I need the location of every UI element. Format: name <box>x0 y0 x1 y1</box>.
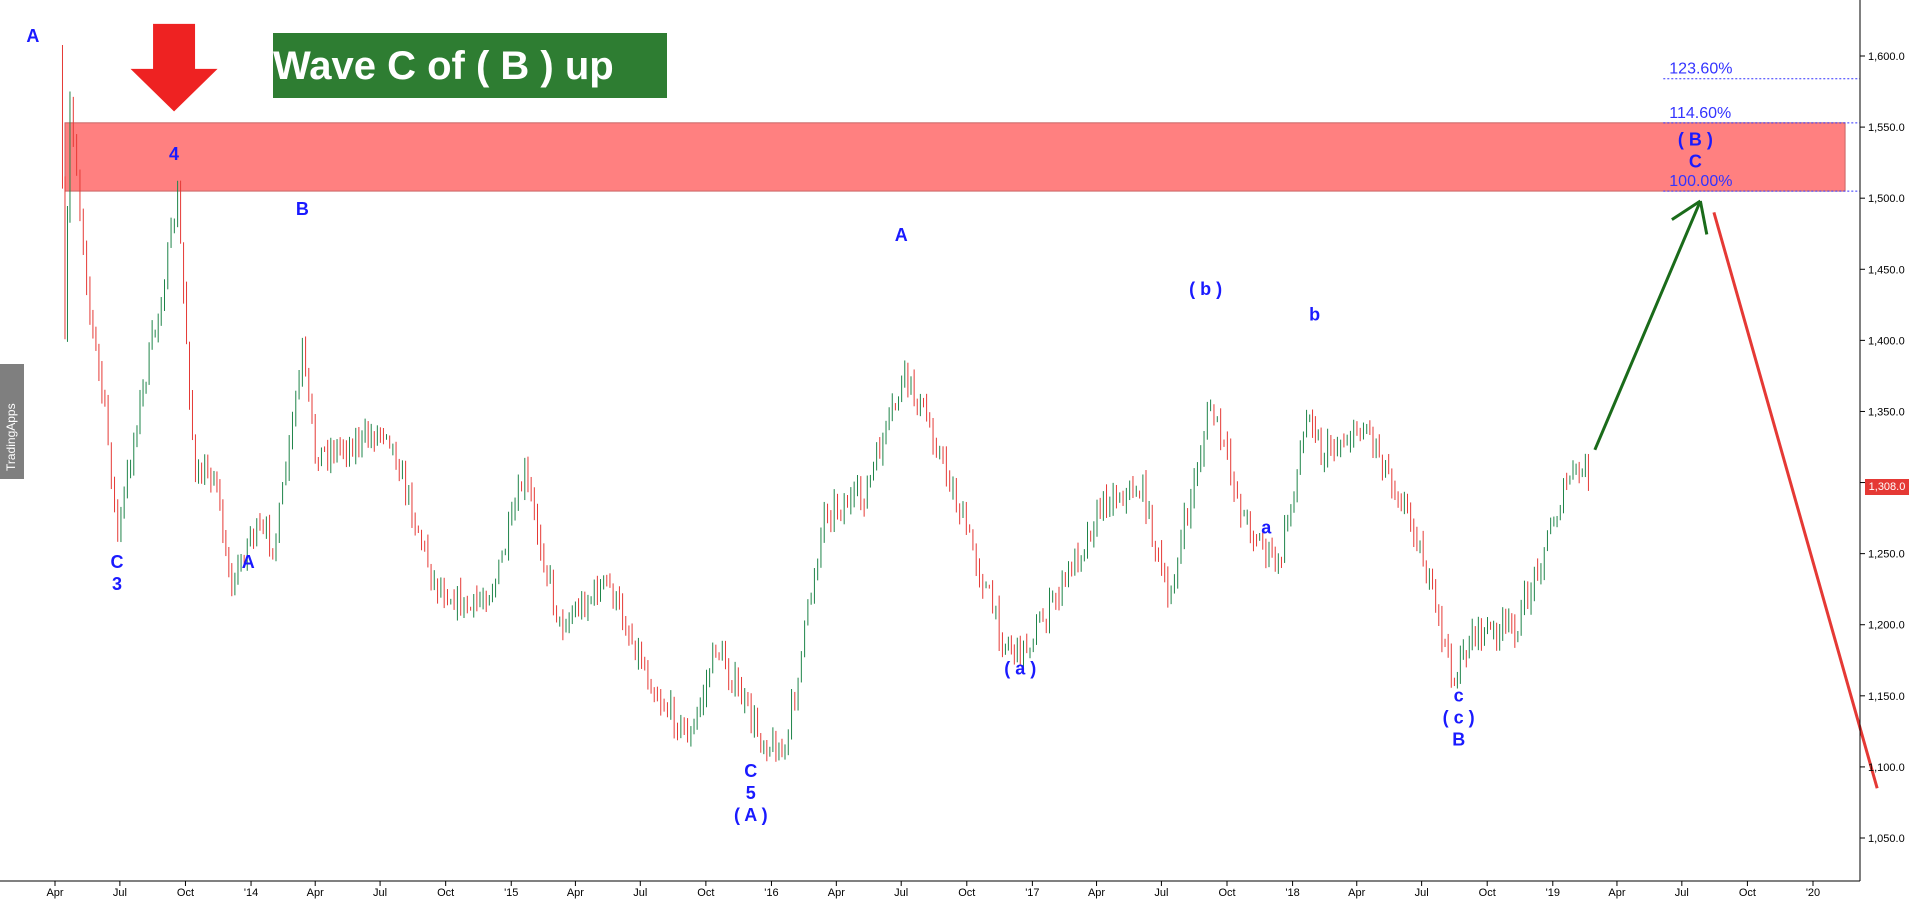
x-tick-label: '20 <box>1806 887 1820 899</box>
projection-arrowhead <box>1671 199 1702 221</box>
x-tick-label: Oct <box>1739 887 1756 899</box>
fib-label: 114.60% <box>1669 105 1731 122</box>
candles-layer <box>61 44 1589 762</box>
wave-label: C <box>1689 152 1702 172</box>
x-tick-label: Apr <box>567 887 584 899</box>
y-tick-label: 1,350.0 <box>1868 406 1905 418</box>
wave-label: ( b ) <box>1189 279 1222 299</box>
wave-label: 4 <box>169 144 179 164</box>
y-tick-label: 1,050.0 <box>1868 833 1905 845</box>
x-tick-label: Oct <box>1218 887 1235 899</box>
x-tick-label: Oct <box>697 887 714 899</box>
chart-title: Wave C of ( B ) up <box>273 33 667 98</box>
x-tick-label: '17 <box>1025 887 1039 899</box>
zone-layer <box>64 122 1846 192</box>
y-tick-label: 1,600.0 <box>1868 51 1905 63</box>
projection-arrowhead <box>1698 200 1709 235</box>
wave-label: a <box>1261 518 1272 538</box>
y-tick-label: 1,550.0 <box>1868 122 1905 134</box>
down-arrow-icon <box>125 21 223 115</box>
y-tick-label: 1,200.0 <box>1868 620 1905 632</box>
wave-label: b <box>1309 304 1320 324</box>
y-tick-label: 1,150.0 <box>1868 691 1905 703</box>
x-tick-label: '18 <box>1285 887 1299 899</box>
brand-label: TradingApps <box>4 403 18 471</box>
fib-layer: 123.60% 114.60% 100.00% <box>1663 61 1860 192</box>
x-tick-label: Apr <box>828 887 845 899</box>
x-tick-label: Jul <box>1154 887 1168 899</box>
x-tick-label: Jul <box>113 887 127 899</box>
wave-label: ( c ) <box>1443 708 1475 728</box>
wave-label: A <box>242 552 255 572</box>
fib-label: 123.60% <box>1669 61 1732 78</box>
wave-label: C <box>744 761 757 781</box>
x-tick-label: '15 <box>504 887 518 899</box>
wave-label: ( A ) <box>734 805 768 825</box>
wave-label: C <box>111 552 124 572</box>
brand-tab[interactable]: TradingApps <box>0 364 24 479</box>
wave-label: 5 <box>746 783 756 803</box>
wave-label: ( B ) <box>1678 130 1713 150</box>
x-tick-label: '19 <box>1546 887 1560 899</box>
x-tick-label: Jul <box>1675 887 1689 899</box>
y-tick-label: 1,450.0 <box>1868 264 1905 276</box>
projection-up-line <box>1593 200 1702 451</box>
annotation-layer <box>125 21 223 115</box>
projection-layer <box>1593 199 1879 789</box>
x-tick-label: Apr <box>307 887 324 899</box>
y-tick-label: 1,100.0 <box>1868 762 1905 774</box>
wave-label: ( a ) <box>1004 658 1036 678</box>
fib-label: 100.00% <box>1669 173 1732 190</box>
projection-down-line <box>1712 211 1879 789</box>
wave-label: B <box>296 199 309 219</box>
wave-label: 3 <box>112 574 122 594</box>
x-tick-label: Jul <box>894 887 908 899</box>
y-tick-label: 1,250.0 <box>1868 549 1905 561</box>
x-tick-label: Apr <box>1608 887 1625 899</box>
x-tick-label: '14 <box>244 887 258 899</box>
y-tick-label: 1,400.0 <box>1868 335 1905 347</box>
x-tick-label: Apr <box>46 887 63 899</box>
x-tick-label: Apr <box>1348 887 1365 899</box>
x-tick-label: Apr <box>1088 887 1105 899</box>
y-tick-label: 1,500.0 <box>1868 193 1905 205</box>
x-tick-label: Oct <box>1479 887 1496 899</box>
x-tick-label: Jul <box>633 887 647 899</box>
resistance-zone <box>64 122 1846 192</box>
wave-label: A <box>895 225 908 245</box>
x-tick-label: Oct <box>437 887 454 899</box>
x-tick-label: Jul <box>1415 887 1429 899</box>
wave-label: c <box>1454 686 1464 706</box>
x-tick-label: Oct <box>958 887 975 899</box>
wave-label: A <box>26 26 39 46</box>
chart-title-text: Wave C of ( B ) up <box>273 44 614 88</box>
x-tick-label: Oct <box>177 887 194 899</box>
x-tick-label: Jul <box>373 887 387 899</box>
last-price-badge: 1,308.0 <box>1865 479 1909 495</box>
wave-label: B <box>1452 730 1465 750</box>
x-tick-label: '16 <box>764 887 778 899</box>
